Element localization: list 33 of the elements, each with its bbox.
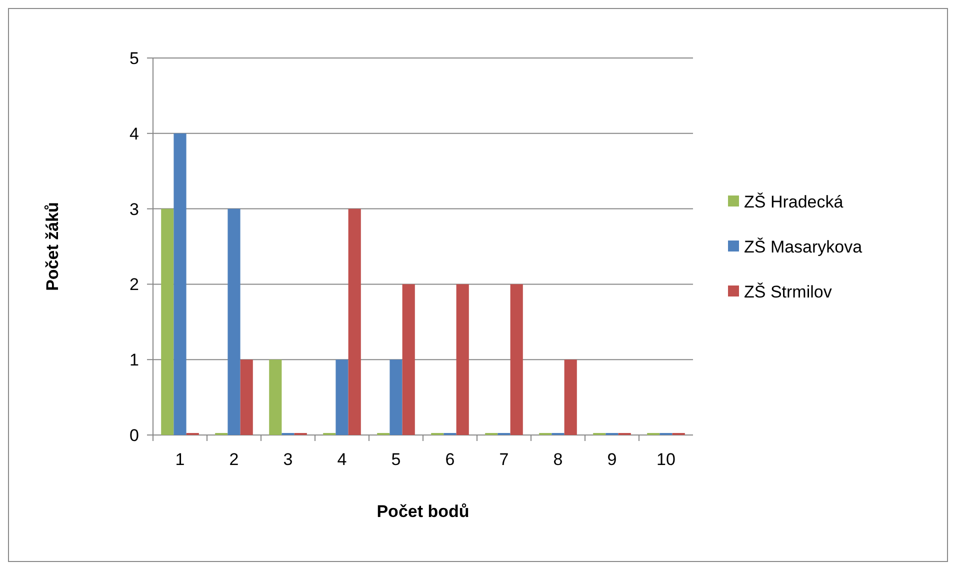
x-tick-label: 5 <box>391 450 401 469</box>
x-tick-label: 9 <box>607 450 617 469</box>
bar <box>456 284 469 435</box>
bar <box>510 284 523 435</box>
legend-label: ZŠ Hradecká <box>744 192 844 212</box>
bar <box>161 208 174 435</box>
y-axis-title: Počet žáků <box>43 202 62 291</box>
x-axis-title: Počet bodů <box>376 502 470 521</box>
bar <box>240 360 253 435</box>
x-tick-label: 1 <box>175 450 185 469</box>
x-tick-label: 4 <box>337 450 347 469</box>
bar <box>390 360 402 435</box>
x-tick-label: 2 <box>229 450 239 469</box>
y-tick-label: 1 <box>130 350 139 370</box>
y-tick-label: 0 <box>130 426 139 445</box>
bar <box>174 133 186 435</box>
bar <box>269 360 282 435</box>
y-tick-label: 2 <box>130 275 139 294</box>
bar <box>348 208 361 435</box>
x-tick-label: 8 <box>553 450 563 469</box>
x-tick-label: 6 <box>445 450 455 469</box>
x-tick-label: 10 <box>656 450 676 469</box>
y-tick-label: 4 <box>130 124 139 144</box>
legend-label: ZŠ Strmilov <box>744 282 832 302</box>
bar <box>336 360 348 435</box>
legend-label: ZŠ Masarykova <box>744 237 863 256</box>
x-tick-label: 7 <box>499 450 509 469</box>
y-tick-label: 5 <box>130 48 139 68</box>
y-tick-label: 3 <box>130 200 139 219</box>
bar <box>564 360 577 435</box>
x-tick-label: 3 <box>283 450 293 469</box>
bar <box>402 284 415 435</box>
bar <box>228 208 240 435</box>
